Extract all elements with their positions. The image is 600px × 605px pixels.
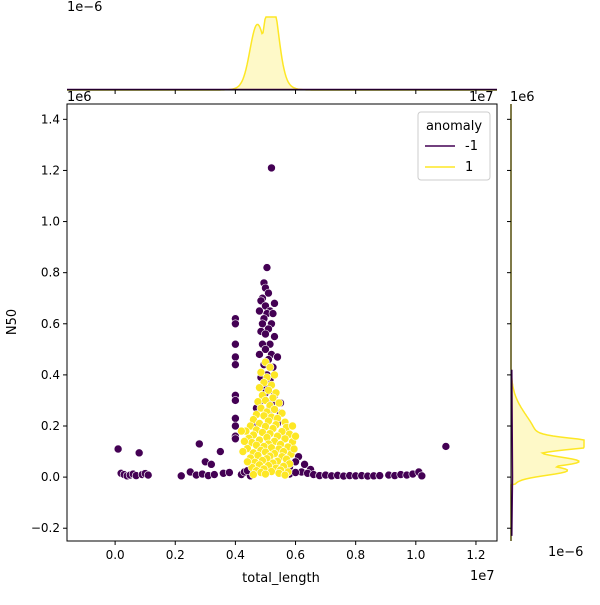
right-marginal-axes: 1e6 1e−6: [507, 90, 585, 560]
y-tick-label: −0.2: [31, 521, 60, 535]
x-tick-label: 0.8: [346, 548, 365, 562]
y-tick-label: 0.0: [41, 470, 60, 484]
top-marginal-offset-text: 1e−6: [67, 0, 102, 15]
point-anomaly: [417, 471, 427, 481]
point-anomaly: [216, 447, 225, 456]
legend: anomaly -1 1: [417, 111, 491, 181]
point-normal: [270, 405, 279, 414]
point-anomaly: [134, 448, 144, 458]
point-anomaly: [225, 468, 234, 477]
right-kde-fill-normal: [511, 104, 584, 541]
point-normal: [265, 362, 275, 372]
point-normal: [255, 383, 264, 392]
point-normal: [291, 431, 300, 441]
point-anomaly: [143, 470, 153, 480]
point-normal: [288, 421, 297, 431]
point-anomaly: [231, 352, 240, 362]
y-tick-label: 0.6: [41, 317, 60, 331]
point-normal: [268, 393, 278, 403]
x-tick-label: 1.0: [406, 548, 425, 562]
point-anomaly: [231, 421, 240, 431]
point-normal: [280, 470, 290, 480]
x-tick-label: 0.6: [286, 548, 305, 562]
legend-label-neg1: -1: [465, 139, 478, 154]
point-anomaly: [195, 439, 204, 449]
y-tick-label: 1.2: [41, 163, 60, 177]
point-anomaly: [176, 471, 186, 481]
x-axis-label: total_length: [242, 571, 320, 586]
point-anomaly: [231, 339, 240, 349]
x-offset-text-top: 1e7: [469, 90, 494, 105]
point-normal: [256, 403, 266, 413]
y-axis-ticks: −0.2 0.0 0.2 0.4 0.6 0.8 1.0 1.2 1.4: [31, 112, 67, 535]
point-normal: [249, 470, 258, 479]
y-tick-label: 0.4: [41, 368, 60, 382]
point-anomaly: [255, 350, 264, 359]
x-tick-label: 1.2: [466, 548, 485, 562]
point-anomaly: [255, 306, 264, 316]
main-scatter-axes: 0.0 0.2 0.4 0.6 0.8 1.0 1.2 −0.20.00.20.40.60.…: [5, 90, 498, 586]
legend-title: anomaly: [426, 119, 482, 134]
point-anomaly: [261, 329, 270, 339]
point-anomaly: [231, 360, 240, 369]
point-anomaly: [375, 471, 385, 480]
right-marginal-ticks: [507, 118, 511, 529]
x-offset-text: 1e7: [470, 569, 495, 584]
point-anomaly: [231, 396, 240, 405]
top-marginal-kde: [67, 16, 497, 91]
x-tick-label: 0.2: [166, 548, 185, 562]
point-normal: [264, 385, 273, 395]
scatter-points: [113, 163, 451, 481]
point-normal: [289, 444, 299, 454]
point-anomaly: [273, 352, 282, 362]
point-normal: [238, 447, 248, 456]
point-anomaly: [262, 263, 272, 272]
point-normal: [237, 426, 246, 436]
x-tick-label: 0.0: [106, 548, 125, 562]
point-anomaly: [264, 288, 273, 298]
point-anomaly: [441, 442, 451, 451]
point-normal: [270, 370, 279, 380]
point-anomaly: [268, 309, 278, 318]
point-normal: [240, 437, 249, 446]
point-anomaly: [231, 434, 240, 444]
plot-frame: [66, 103, 498, 542]
point-anomaly: [207, 460, 216, 469]
point-anomaly: [231, 319, 240, 329]
y-axis-label: N50: [5, 309, 20, 335]
right-marginal-kde: [510, 104, 585, 541]
point-anomaly: [270, 299, 279, 308]
right-marginal-offset-text-top: 1e6: [510, 90, 535, 105]
y-tick-label: 1.4: [41, 112, 60, 126]
point-normal: [274, 398, 284, 408]
point-anomaly: [113, 444, 123, 454]
top-marginal-axes: 1e−6: [67, 0, 497, 94]
point-normal: [243, 457, 252, 467]
x-axis-ticks: 0.0 0.2 0.4 0.6 0.8 1.0 1.2: [106, 541, 485, 562]
point-anomaly: [267, 163, 276, 173]
y-tick-label: 1.0: [41, 215, 60, 229]
right-marginal-offset-text-bottom: 1e−6: [548, 545, 583, 560]
point-normal: [261, 469, 270, 479]
top-marginal-ticks: [114, 90, 477, 94]
point-anomaly: [261, 345, 270, 354]
point-anomaly: [270, 332, 279, 341]
point-anomaly: [300, 460, 309, 469]
top-kde-fill-normal: [67, 17, 497, 90]
right-kde-line-anomaly: [511, 369, 514, 536]
y-tick-label: 0.8: [41, 266, 60, 280]
y-tick-label: 0.2: [41, 419, 60, 433]
point-normal: [256, 368, 266, 377]
point-anomaly: [231, 414, 240, 423]
point-anomaly: [210, 470, 219, 479]
y-offset-text: 1e6: [67, 90, 92, 105]
point-normal: [280, 434, 290, 444]
x-tick-label: 0.4: [226, 548, 245, 562]
legend-label-1: 1: [465, 160, 473, 175]
